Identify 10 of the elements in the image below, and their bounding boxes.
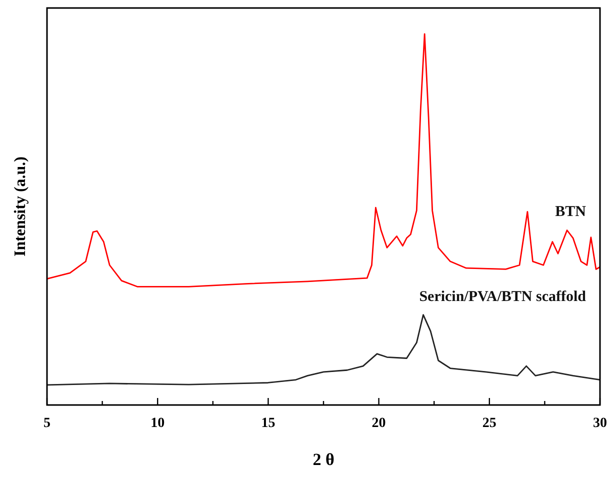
x-axis-title: 2 θ [312, 450, 334, 469]
x-tick-label: 25 [482, 416, 496, 431]
x-tick-label: 20 [372, 416, 386, 431]
x-tick-label: 10 [150, 416, 165, 431]
x-tick-label: 15 [261, 416, 276, 431]
x-tick-label: 5 [44, 416, 50, 431]
x-tick-label: 30 [593, 416, 607, 431]
series-label: Sericin/PVA/BTN scaffold [419, 288, 587, 305]
y-axis-title: Intensity (a.u.) [12, 156, 29, 257]
series-label: BTN [555, 204, 586, 220]
